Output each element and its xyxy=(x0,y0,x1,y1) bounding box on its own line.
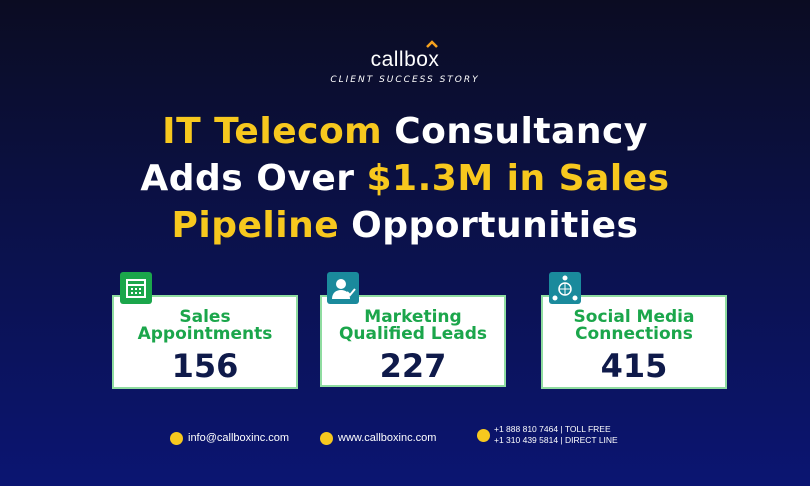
email: info@callboxinc.com xyxy=(188,432,290,444)
phone-icon xyxy=(477,429,490,442)
tagline: CLIENT SUCCESS STORY xyxy=(330,75,480,85)
label-line: Qualified Leads xyxy=(338,324,488,344)
label-line: Sales xyxy=(179,307,231,327)
phones: +1 888 810 7464 | TOLL FREE +1 310 439 58… xyxy=(494,424,618,446)
label-line: Connections xyxy=(575,324,693,344)
stat-label: Social Media Connections xyxy=(543,309,725,343)
stat-label: Sales Appointments xyxy=(114,309,296,343)
headline-line: IT Telecom Consultancy xyxy=(0,108,810,155)
label-line: Marketing xyxy=(364,307,462,327)
stat-card: Social Media Connections 415 xyxy=(541,295,727,389)
headline-segment: Pipeline xyxy=(171,205,340,246)
person-icon xyxy=(327,272,359,304)
brand: callbox xyxy=(370,48,440,71)
stat-label: Marketing Qualified Leads xyxy=(322,309,504,343)
headline-line: Adds Over $1.3M in Sales xyxy=(0,155,810,202)
globe-icon xyxy=(320,432,333,445)
label-line: Appointments xyxy=(137,324,273,344)
headline-segment: IT Telecom xyxy=(162,111,383,152)
stat-card: Marketing Qualified Leads 227 xyxy=(320,295,506,387)
website: www.callboxinc.com xyxy=(338,432,437,444)
stat-value: 227 xyxy=(379,347,447,385)
calendar-icon xyxy=(120,272,152,304)
stat-value: 415 xyxy=(600,347,668,385)
logo-caret xyxy=(426,40,438,48)
stat-card: Sales Appointments 156 xyxy=(112,295,298,389)
label-line: Social Media xyxy=(573,307,695,327)
headline-segment: $1.3M in Sales xyxy=(366,158,670,199)
phone: +1 888 810 7464 | TOLL FREE xyxy=(494,424,611,434)
headline: IT Telecom Consultancy Adds Over $1.3M in S… xyxy=(0,108,810,249)
phone: +1 310 439 5814 | DIRECT LINE xyxy=(494,435,618,445)
headline-segment: Consultancy xyxy=(394,111,648,152)
headline-segment: Adds Over xyxy=(140,158,355,199)
network-icon xyxy=(549,272,581,304)
email-icon xyxy=(170,432,183,445)
headline-segment: Opportunities xyxy=(351,205,639,246)
headline-line: Pipeline Opportunities xyxy=(0,202,810,249)
stat-value: 156 xyxy=(171,347,239,385)
